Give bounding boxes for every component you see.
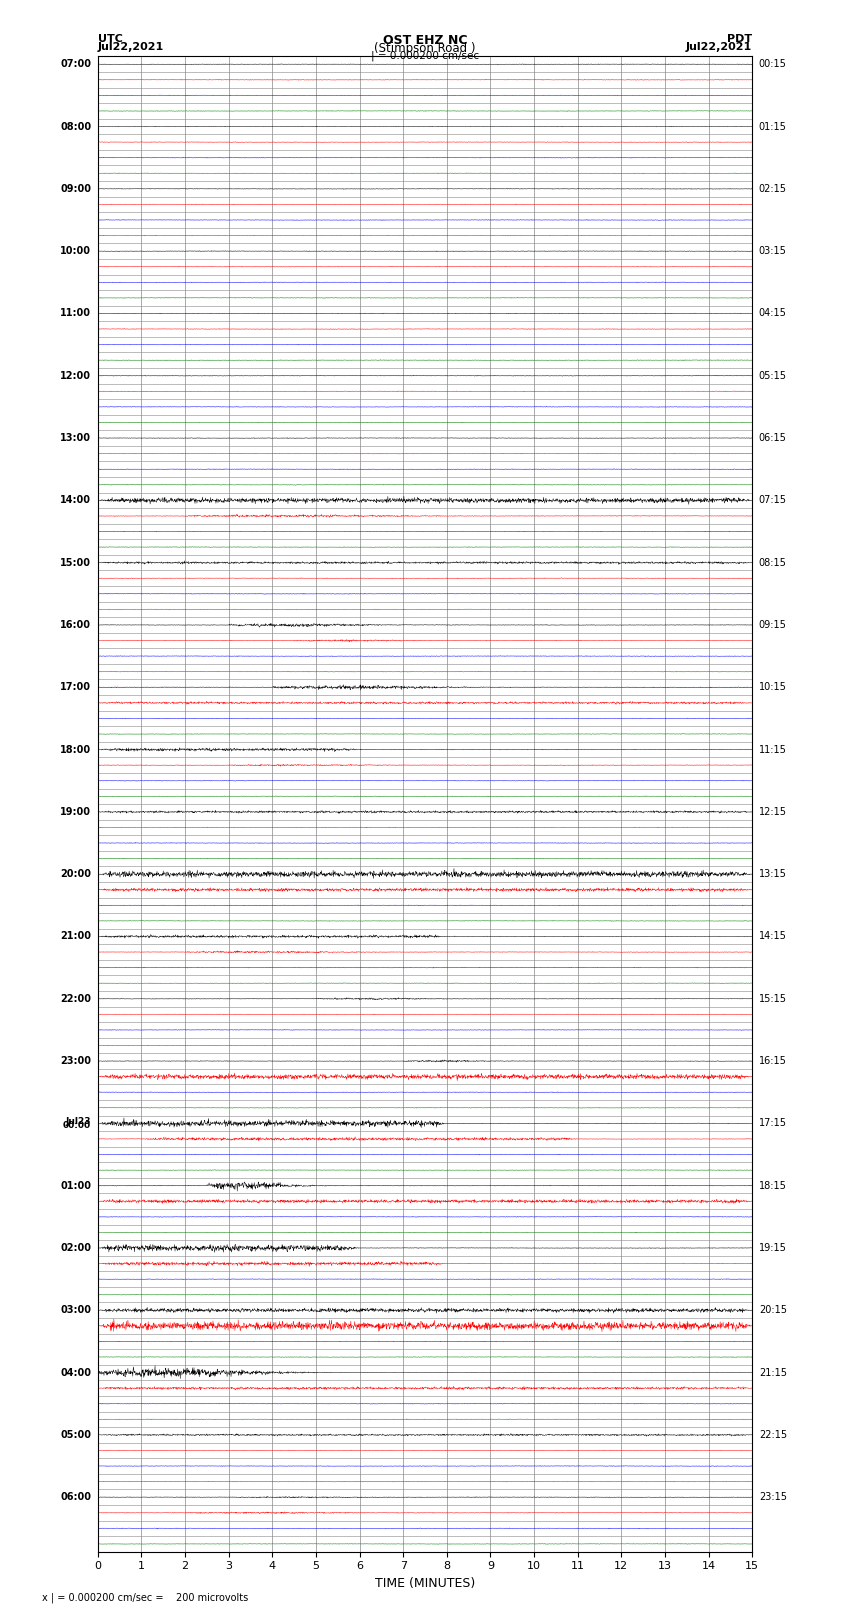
- Text: 11:00: 11:00: [60, 308, 91, 318]
- X-axis label: TIME (MINUTES): TIME (MINUTES): [375, 1578, 475, 1590]
- Text: Jul22,2021: Jul22,2021: [98, 42, 164, 52]
- Text: 21:15: 21:15: [759, 1368, 787, 1378]
- Text: 19:15: 19:15: [759, 1244, 786, 1253]
- Text: 04:00: 04:00: [60, 1368, 91, 1378]
- Text: 19:00: 19:00: [60, 806, 91, 816]
- Text: 09:15: 09:15: [759, 619, 786, 631]
- Text: 16:00: 16:00: [60, 619, 91, 631]
- Text: 04:15: 04:15: [759, 308, 786, 318]
- Text: UTC: UTC: [98, 34, 122, 44]
- Text: 00:00: 00:00: [63, 1121, 91, 1131]
- Text: 14:00: 14:00: [60, 495, 91, 505]
- Text: 03:15: 03:15: [759, 247, 786, 256]
- Text: 13:15: 13:15: [759, 869, 786, 879]
- Text: 07:00: 07:00: [60, 60, 91, 69]
- Text: 01:15: 01:15: [759, 121, 786, 132]
- Text: Jul23: Jul23: [65, 1116, 91, 1126]
- Text: 08:15: 08:15: [759, 558, 786, 568]
- Text: 06:00: 06:00: [60, 1492, 91, 1502]
- Text: 01:00: 01:00: [60, 1181, 91, 1190]
- Text: PDT: PDT: [727, 34, 752, 44]
- Text: (Stimpson Road ): (Stimpson Road ): [374, 42, 476, 55]
- Text: 06:15: 06:15: [759, 432, 786, 444]
- Text: 02:00: 02:00: [60, 1244, 91, 1253]
- Text: 18:15: 18:15: [759, 1181, 786, 1190]
- Text: x | = 0.000200 cm/sec =    200 microvolts: x | = 0.000200 cm/sec = 200 microvolts: [42, 1592, 249, 1603]
- Text: 05:15: 05:15: [759, 371, 787, 381]
- Text: 13:00: 13:00: [60, 432, 91, 444]
- Text: 14:15: 14:15: [759, 931, 786, 942]
- Text: 11:15: 11:15: [759, 745, 786, 755]
- Text: 15:00: 15:00: [60, 558, 91, 568]
- Text: Jul22,2021: Jul22,2021: [686, 42, 752, 52]
- Text: 20:15: 20:15: [759, 1305, 787, 1315]
- Text: 10:00: 10:00: [60, 247, 91, 256]
- Text: 20:00: 20:00: [60, 869, 91, 879]
- Text: 12:00: 12:00: [60, 371, 91, 381]
- Text: 02:15: 02:15: [759, 184, 787, 194]
- Text: 00:15: 00:15: [759, 60, 786, 69]
- Text: | = 0.000200 cm/sec: | = 0.000200 cm/sec: [371, 50, 479, 61]
- Text: 17:15: 17:15: [759, 1118, 787, 1129]
- Text: 22:15: 22:15: [759, 1429, 787, 1440]
- Text: 08:00: 08:00: [60, 121, 91, 132]
- Text: 03:00: 03:00: [60, 1305, 91, 1315]
- Text: 22:00: 22:00: [60, 994, 91, 1003]
- Text: 07:15: 07:15: [759, 495, 787, 505]
- Text: 09:00: 09:00: [60, 184, 91, 194]
- Text: 15:15: 15:15: [759, 994, 787, 1003]
- Text: 23:15: 23:15: [759, 1492, 787, 1502]
- Text: 21:00: 21:00: [60, 931, 91, 942]
- Text: 05:00: 05:00: [60, 1429, 91, 1440]
- Text: 23:00: 23:00: [60, 1057, 91, 1066]
- Text: 17:00: 17:00: [60, 682, 91, 692]
- Text: OST EHZ NC: OST EHZ NC: [382, 34, 468, 47]
- Text: 16:15: 16:15: [759, 1057, 786, 1066]
- Text: 18:00: 18:00: [60, 745, 91, 755]
- Text: 12:15: 12:15: [759, 806, 787, 816]
- Text: 10:15: 10:15: [759, 682, 786, 692]
